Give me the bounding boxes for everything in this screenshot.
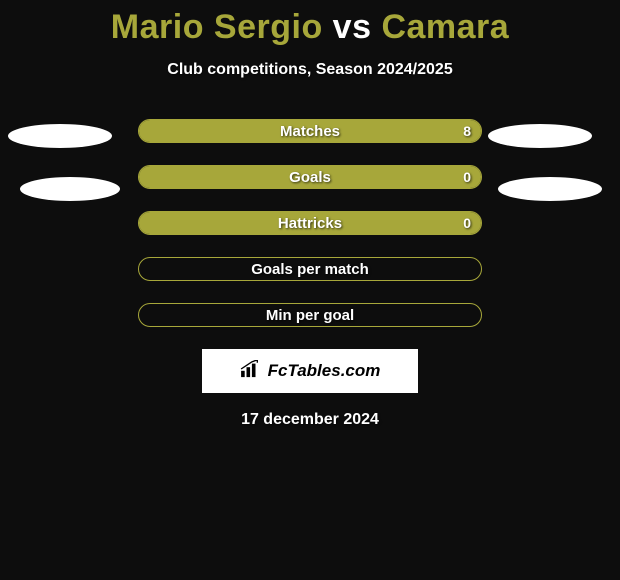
player2-name: Camara (381, 8, 509, 46)
stat-label: Goals (139, 166, 481, 188)
bar-chart-icon (240, 360, 262, 383)
stat-rows: Matches8Goals0Hattricks0Goals per matchM… (138, 119, 482, 327)
stat-row: Hattricks0 (138, 211, 482, 235)
decor-ellipse (8, 124, 112, 148)
decor-ellipse (20, 177, 120, 201)
stat-label: Matches (139, 120, 481, 142)
stat-row: Min per goal (138, 303, 482, 327)
stat-label: Hattricks (139, 212, 481, 234)
decor-ellipse (488, 124, 592, 148)
stat-row: Matches8 (138, 119, 482, 143)
comparison-title: Mario Sergio vs Camara (0, 0, 620, 47)
stat-value-right: 0 (463, 166, 471, 188)
stat-value-right: 8 (463, 120, 471, 142)
decor-ellipse (498, 177, 602, 201)
brand-text: FcTables.com (268, 361, 381, 381)
stat-value-right: 0 (463, 212, 471, 234)
vs-text: vs (333, 8, 372, 46)
stat-label: Goals per match (139, 258, 481, 280)
stat-row: Goals0 (138, 165, 482, 189)
stat-row: Goals per match (138, 257, 482, 281)
player1-name: Mario Sergio (111, 8, 323, 46)
brand-box: FcTables.com (202, 349, 418, 393)
subtitle: Club competitions, Season 2024/2025 (0, 61, 620, 79)
stat-label: Min per goal (139, 304, 481, 326)
date-text: 17 december 2024 (0, 411, 620, 429)
